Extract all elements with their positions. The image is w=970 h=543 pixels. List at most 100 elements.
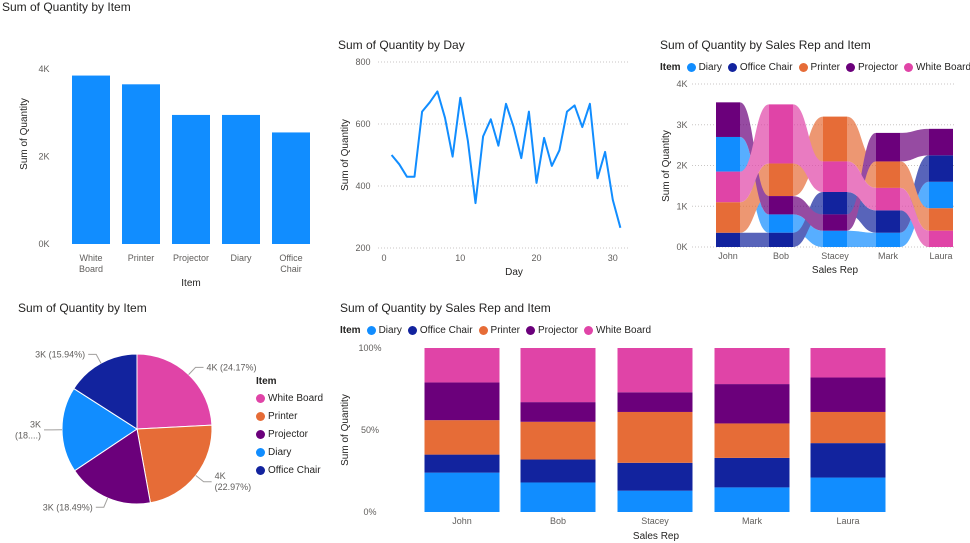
stacked-legend-title: Item	[340, 325, 361, 336]
stacked-legend-item-white-board[interactable]: White Board	[584, 325, 651, 336]
ribbon-segment-projector	[876, 132, 900, 162]
ribbon-legend-item-white-board[interactable]: White Board	[904, 62, 970, 73]
ribbon-connector-printer	[900, 161, 929, 231]
pie-leader-line	[188, 366, 204, 375]
bar-xtick-label: Printer	[128, 253, 155, 263]
pie-slice-white_board	[136, 353, 213, 430]
pie-legend-item-diary[interactable]: Diary	[256, 447, 323, 458]
stacked-legend-item-projector[interactable]: Projector	[525, 325, 578, 336]
legend-label-office-chair: Office Chair	[268, 465, 321, 476]
bar-printer	[122, 84, 160, 244]
legend-dot-white-board	[904, 63, 913, 72]
ribbon-legend-item-printer[interactable]: Printer	[798, 62, 840, 73]
stacked-legend-item-office-chair[interactable]: Office Chair	[407, 325, 473, 336]
ribbon-connector-printer	[847, 116, 876, 188]
legend-label-office-chair: Office Chair	[419, 325, 473, 336]
legend-label-diary: Diary	[268, 447, 292, 458]
ribbon-xtick-label: Laura	[929, 251, 952, 261]
line-y-axis-title: Sum of Quantity	[340, 119, 351, 191]
ribbon-segment-projector	[716, 102, 740, 137]
bar-xtick-label: Diary	[230, 253, 252, 263]
stacked-segment-printer	[714, 423, 790, 458]
stacked-segment-office_chair	[424, 454, 500, 473]
stacked-xtick-label: Mark	[742, 516, 762, 526]
pie-slice-diary	[61, 387, 138, 472]
pie-legend-item-printer[interactable]: Printer	[256, 411, 323, 422]
bar-xtick-label: Office	[279, 253, 302, 263]
ribbon-xtick-label: Stacey	[821, 251, 849, 261]
ribbon-segment-projector	[823, 214, 847, 231]
stacked-segment-white_board	[714, 348, 790, 385]
ribbon-legend-item-diary[interactable]: Diary	[686, 62, 722, 73]
stacked-legend-item-printer[interactable]: Printer	[478, 325, 520, 336]
legend-label-diary: Diary	[378, 325, 402, 336]
stacked-ytick-label: 0%	[363, 507, 376, 517]
stacked-segment-diary	[617, 490, 693, 512]
ribbon-segment-projector	[769, 196, 793, 215]
ribbon-segment-diary	[876, 232, 900, 247]
legend-label-diary: Diary	[698, 62, 722, 73]
pie-slice-office_chair	[73, 353, 138, 430]
ribbon-xtick-label: Mark	[878, 251, 898, 261]
ribbon-legend-item-office-chair[interactable]: Office Chair	[727, 62, 793, 73]
stacked-segment-white_board	[424, 348, 500, 383]
line-chart-title: Sum of Quantity by Day	[338, 38, 465, 52]
stacked-ytick-label: 100%	[358, 343, 381, 353]
legend-label-printer: Printer	[810, 62, 840, 73]
stacked-legend-item-diary[interactable]: Diary	[366, 325, 402, 336]
stacked-segment-diary	[714, 487, 790, 512]
pie-data-label: (22.97%)	[215, 482, 252, 492]
pie-leader-line	[88, 353, 102, 364]
stacked-segment-diary	[810, 477, 886, 512]
stacked-segment-white_board	[810, 348, 886, 378]
legend-label-white-board: White Board	[596, 325, 652, 336]
bar-diary	[222, 114, 260, 244]
pie-legend-item-office-chair[interactable]: Office Chair	[256, 465, 323, 476]
ribbon-segment-diary	[769, 214, 793, 233]
stacked-segment-printer	[424, 420, 500, 455]
bar-ytick-label: 0K	[38, 239, 49, 249]
pie-data-label: 3K (15.94%)	[35, 349, 85, 359]
pie-legend-title: Item	[256, 376, 277, 387]
legend-dot-office-chair	[727, 63, 737, 72]
legend-label-office-chair: Office Chair	[739, 62, 793, 73]
ribbon-segment-printer	[876, 161, 900, 188]
legend-dot-printer	[798, 63, 808, 72]
bar-y-axis-title: Sum of Quantity	[19, 98, 30, 170]
ribbon-segment-office_chair	[769, 232, 793, 247]
legend-dot-diary	[256, 448, 265, 457]
legend-label-white-board: White Board	[916, 62, 970, 73]
pie-legend: Item White Board Printer Projector Diary…	[256, 376, 329, 483]
stacked-segment-printer	[810, 411, 886, 444]
legend-dot-projector	[845, 63, 855, 72]
stacked-x-axis-title: Sales Rep	[633, 531, 680, 542]
ribbon-segment-office_chair	[823, 191, 847, 215]
stacked-segment-projector	[424, 382, 500, 421]
stacked-segment-diary	[424, 472, 500, 512]
ribbon-xtick-label: John	[718, 251, 738, 261]
pie-legend-item-projector[interactable]: Projector	[256, 429, 323, 440]
line-xtick-label: 0	[381, 253, 386, 263]
ribbon-segment-projector	[929, 128, 953, 156]
ribbon-connectors	[740, 102, 929, 247]
stacked-segment-office_chair	[520, 459, 596, 483]
legend-label-printer: Printer	[490, 325, 520, 336]
ribbon-legend-title: Item	[660, 62, 681, 73]
pie-slice-projector	[73, 428, 151, 505]
line-xtick-label: 30	[608, 253, 618, 263]
line-series-quantity	[390, 90, 622, 229]
pie-chart-title: Sum of Quantity by Item	[18, 301, 147, 315]
legend-dot-office-chair	[256, 466, 265, 475]
legend-label-white-board: White Board	[268, 393, 324, 404]
legend-dot-white-board	[256, 394, 265, 403]
stacked-segment-projector	[810, 377, 886, 412]
ribbon-segment-white_board	[716, 171, 740, 203]
pie-legend-item-white-board[interactable]: White Board	[256, 393, 323, 404]
line-ytick-label: 400	[355, 181, 370, 191]
ribbon-connector-diary	[847, 230, 876, 247]
ribbon-legend-item-projector[interactable]: Projector	[845, 62, 898, 73]
ribbon-segment-white_board	[823, 161, 847, 192]
ribbon-connector-office_chair	[847, 191, 876, 233]
ribbon-segment-printer	[716, 202, 740, 233]
legend-dot-diary	[686, 63, 696, 72]
